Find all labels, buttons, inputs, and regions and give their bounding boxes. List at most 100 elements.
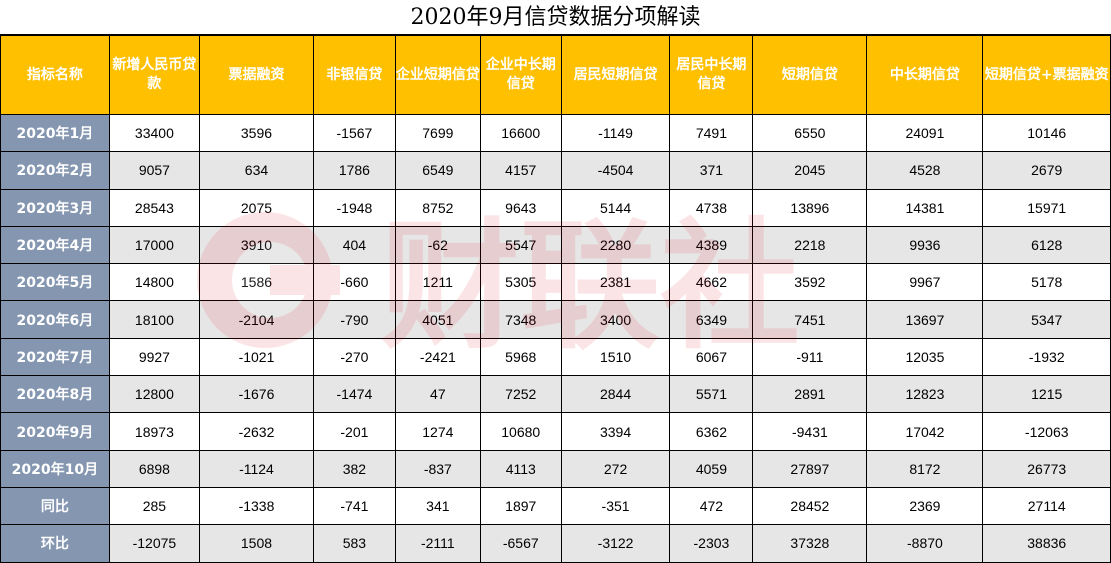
row-label: 同比 [0, 486, 110, 526]
column-header: 新增人民币贷款 [108, 35, 200, 115]
row-label: 2020年7月 [0, 337, 110, 377]
table-row: 2020年3月 28543 2075 -1948 8752 9643 5144 4738 138… [0, 188, 1111, 227]
row-label: 2020年3月 [0, 188, 110, 227]
table-row: 同比 285 -1338 -741 341 1897 -351 472 28452 2369 271… [0, 486, 1111, 526]
table-cell: 1215 [982, 375, 1111, 414]
table-cell: 1897 [479, 486, 562, 526]
table-cell: 3596 [198, 113, 314, 153]
table-cell: 5547 [479, 225, 562, 265]
table-cell: 4157 [479, 151, 562, 190]
table-cell: -8870 [866, 524, 984, 563]
table-cell: 8752 [394, 188, 481, 227]
row-label: 2020年10月 [0, 449, 110, 488]
table-cell: 9057 [108, 151, 200, 190]
table-cell: 2369 [866, 486, 984, 526]
table-cell: 14381 [866, 188, 984, 227]
column-header: 中长期信贷 [866, 35, 984, 115]
table-row: 环比 -12075 1508 583 -2111 -6567 -3122 -2303 37328… [0, 524, 1111, 563]
table-cell: 404 [312, 225, 396, 265]
table-cell: 3394 [560, 412, 671, 451]
table-cell: 4059 [669, 449, 754, 488]
table-cell: 2381 [560, 263, 671, 302]
table-cell: 6349 [669, 300, 754, 339]
table-cell: 2679 [982, 151, 1111, 190]
table-cell: 6362 [669, 412, 754, 451]
table-cell: 634 [198, 151, 314, 190]
table-cell: -2632 [198, 412, 314, 451]
row-label: 2020年8月 [0, 375, 110, 414]
table-header: 指标名称 新增人民币贷款 票据融资 非银信贷 企业短期信贷 企业中长期信贷 居民短期信贷 居民… [0, 35, 1111, 115]
table-cell: -1149 [560, 113, 671, 153]
table-cell: -837 [394, 449, 481, 488]
table-cell: 27114 [982, 486, 1111, 526]
table-cell: -1948 [312, 188, 396, 227]
table-cell: -3122 [560, 524, 671, 563]
table-cell: 5305 [479, 263, 562, 302]
table-cell: 12035 [866, 337, 984, 377]
table-cell: 472 [669, 486, 754, 526]
row-label: 2020年1月 [0, 113, 110, 153]
table-cell: 2045 [752, 151, 868, 190]
table-cell: 3400 [560, 300, 671, 339]
table-cell: 9643 [479, 188, 562, 227]
row-label: 环比 [0, 524, 110, 563]
table-cell: -1676 [198, 375, 314, 414]
table-cell: 15971 [982, 188, 1111, 227]
table-cell: 1586 [198, 263, 314, 302]
table-row: 2020年5月 14800 1586 -660 1211 5305 2381 4662 3592… [0, 263, 1111, 302]
table-cell: -790 [312, 300, 396, 339]
table-cell: 27897 [752, 449, 868, 488]
table-cell: -2421 [394, 337, 481, 377]
table-cell: 6898 [108, 449, 200, 488]
table-cell: 6549 [394, 151, 481, 190]
table-cell: 5571 [669, 375, 754, 414]
table-cell: 7252 [479, 375, 562, 414]
table-row: 2020年1月 33400 3596 -1567 7699 16600 -1149 7491 6… [0, 113, 1111, 153]
table-cell: 4738 [669, 188, 754, 227]
table-cell: 7451 [752, 300, 868, 339]
table-cell: -1338 [198, 486, 314, 526]
credit-data-table: 指标名称 新增人民币贷款 票据融资 非银信贷 企业短期信贷 企业中长期信贷 居民短期信贷 居民… [0, 35, 1111, 563]
table-cell: 4389 [669, 225, 754, 265]
table-cell: 33400 [108, 113, 200, 153]
table-cell: 12800 [108, 375, 200, 414]
table-cell: 4113 [479, 449, 562, 488]
row-label: 2020年6月 [0, 300, 110, 339]
table-cell: 17042 [866, 412, 984, 451]
table-cell: 5144 [560, 188, 671, 227]
table-cell: 16600 [479, 113, 562, 153]
table-cell: -201 [312, 412, 396, 451]
table-cell: 8172 [866, 449, 984, 488]
table-row: 2020年6月 18100 -2104 -790 4051 7348 3400 6349 745… [0, 300, 1111, 339]
column-header: 短期信贷+票据融资 [982, 35, 1111, 115]
column-header: 票据融资 [198, 35, 314, 115]
table-row: 2020年9月 18973 -2632 -201 1274 10680 3394 6362 -9… [0, 412, 1111, 451]
table-cell: 10680 [479, 412, 562, 451]
table-cell: 2844 [560, 375, 671, 414]
column-header: 指标名称 [0, 35, 110, 115]
table-cell: -1567 [312, 113, 396, 153]
table-cell: 38836 [982, 524, 1111, 563]
table-cell: 7699 [394, 113, 481, 153]
table-cell: 1508 [198, 524, 314, 563]
table-cell: 1510 [560, 337, 671, 377]
table-cell: -1124 [198, 449, 314, 488]
column-header: 非银信贷 [312, 35, 396, 115]
table-cell: 341 [394, 486, 481, 526]
table-row: 2020年10月 6898 -1124 382 -837 4113 272 4059 27897… [0, 449, 1111, 488]
table-cell: -9431 [752, 412, 868, 451]
table-cell: 4662 [669, 263, 754, 302]
column-header: 居民短期信贷 [560, 35, 671, 115]
table-cell: -2303 [669, 524, 754, 563]
table-cell: 14800 [108, 263, 200, 302]
table-cell: 7348 [479, 300, 562, 339]
table-cell: 2075 [198, 188, 314, 227]
table-cell: 382 [312, 449, 396, 488]
table-cell: 1786 [312, 151, 396, 190]
table-cell: 583 [312, 524, 396, 563]
table-cell: 5178 [982, 263, 1111, 302]
table-cell: -911 [752, 337, 868, 377]
table-cell: 2218 [752, 225, 868, 265]
header-row: 指标名称 新增人民币贷款 票据融资 非银信贷 企业短期信贷 企业中长期信贷 居民短期信贷 居民… [0, 35, 1111, 115]
